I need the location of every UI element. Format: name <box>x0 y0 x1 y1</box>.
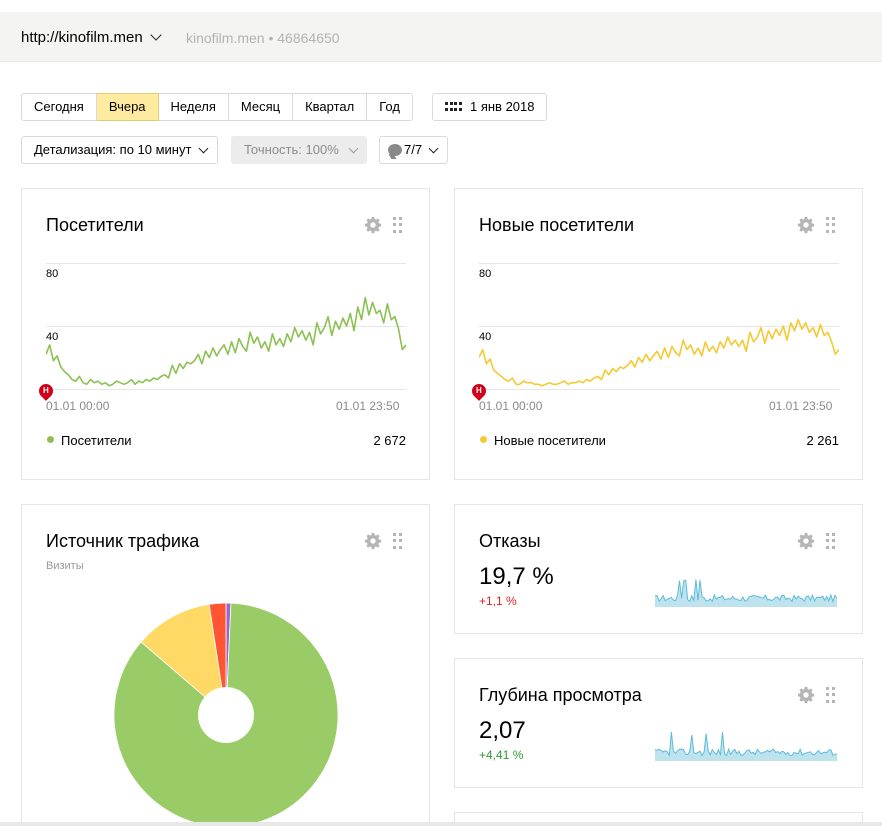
chevron-down-icon <box>428 143 439 154</box>
tab-today[interactable]: Сегодня <box>21 93 97 121</box>
bounce-sparkline <box>655 579 837 607</box>
gear-icon[interactable] <box>797 532 815 550</box>
legend-dot <box>480 436 487 443</box>
site-selector[interactable]: http://kinofilm.men <box>21 29 162 46</box>
gear-icon[interactable] <box>364 216 382 234</box>
gear-icon[interactable] <box>364 532 382 550</box>
x-tick-start: 01.01 00:00 <box>479 399 543 413</box>
widget-title: Глубина просмотра <box>479 685 642 705</box>
widget-subtitle: Визиты <box>46 560 84 572</box>
x-tick-start: 01.01 00:00 <box>46 399 110 413</box>
widget-title: Отказы <box>479 531 541 551</box>
gear-icon[interactable] <box>797 216 815 234</box>
bounce-widget: Отказы 19,7 % +1,1 % <box>454 504 863 634</box>
x-tick-end: 01.01 23:50 <box>769 399 833 413</box>
sparkline-line <box>655 579 837 603</box>
new-visitors-widget: Новые посетители 80 40 Н 01.01 00:00 01.… <box>454 188 863 480</box>
comment-icon <box>388 144 402 156</box>
metric-delta: +1,1 % <box>479 594 517 608</box>
visitors-line-chart <box>46 263 406 390</box>
chevron-down-icon <box>150 29 162 41</box>
accuracy-label: Точность: 100% <box>244 142 339 157</box>
gear-icon[interactable] <box>797 686 815 704</box>
legend-label: Новые посетители <box>494 433 606 448</box>
drag-handle-icon[interactable] <box>393 533 403 549</box>
legend-value: 2 672 <box>373 433 406 448</box>
legend-value: 2 261 <box>806 433 839 448</box>
date-label: 1 янв 2018 <box>470 99 535 114</box>
widget-title: Источник трафика <box>46 531 200 551</box>
series-line <box>479 318 839 387</box>
tab-month[interactable]: Месяц <box>228 93 294 121</box>
date-picker-button[interactable]: 1 янв 2018 <box>432 93 547 121</box>
drag-handle-icon[interactable] <box>826 687 836 703</box>
tab-year[interactable]: Год <box>367 93 413 121</box>
y-tick-top: 80 <box>46 268 59 280</box>
x-tick-end: 01.01 23:50 <box>336 399 400 413</box>
site-name: http://kinofilm.men <box>21 29 143 46</box>
drag-handle-icon[interactable] <box>393 217 403 233</box>
series-line <box>46 296 406 387</box>
drag-handle-icon[interactable] <box>826 217 836 233</box>
visitors-widget: Посетители 80 40 Н 01.01 00:00 01.01 23:… <box>21 188 430 480</box>
metric-value: 19,7 % <box>479 563 554 590</box>
chevron-down-icon <box>198 143 209 154</box>
detail-label: Детализация: по 10 минут <box>34 142 192 157</box>
y-tick-mid: 40 <box>479 331 492 343</box>
page-depth-widget: Глубина просмотра 2,07 +4,41 % <box>454 658 863 788</box>
tab-yesterday[interactable]: Вчера <box>96 93 159 121</box>
tab-week[interactable]: Неделя <box>158 93 229 121</box>
page-bottom-edge <box>0 822 882 826</box>
new-visitors-line-chart <box>479 263 839 390</box>
metric-delta: +4,41 % <box>479 748 524 762</box>
y-tick-top: 80 <box>479 268 492 280</box>
drag-handle-icon[interactable] <box>826 533 836 549</box>
chevron-down-icon <box>348 143 359 154</box>
period-tabs: Сегодня Вчера Неделя Месяц Квартал Год <box>21 93 413 121</box>
y-tick-mid: 40 <box>46 331 59 343</box>
widget-title: Новые посетители <box>479 215 635 235</box>
legend-label: Посетители <box>61 433 132 448</box>
accuracy-dropdown[interactable]: Точность: 100% <box>231 136 367 164</box>
traffic-pie-chart <box>114 603 338 826</box>
segments-dropdown[interactable]: 7/7 <box>379 136 448 164</box>
depth-sparkline <box>655 731 837 761</box>
pie-slice-green <box>114 603 338 826</box>
segments-label: 7/7 <box>404 142 423 157</box>
donut-hole <box>198 687 254 743</box>
pie-slice-red <box>208 603 227 716</box>
site-header: http://kinofilm.men kinofilm.men • 46864… <box>0 12 882 62</box>
metric-value: 2,07 <box>479 717 526 744</box>
tab-quarter[interactable]: Квартал <box>293 93 368 121</box>
traffic-source-widget: Источник трафика Визиты <box>21 504 430 826</box>
sparkline-line <box>655 731 837 757</box>
sparkline-area <box>655 732 837 761</box>
widget-title: Посетители <box>46 215 144 235</box>
pie-slice-yellow <box>140 603 227 717</box>
detail-dropdown[interactable]: Детализация: по 10 минут <box>21 136 218 164</box>
site-counter-id: kinofilm.men • 46864650 <box>186 30 340 46</box>
calendar-icon <box>445 102 462 112</box>
legend-dot <box>47 436 54 443</box>
